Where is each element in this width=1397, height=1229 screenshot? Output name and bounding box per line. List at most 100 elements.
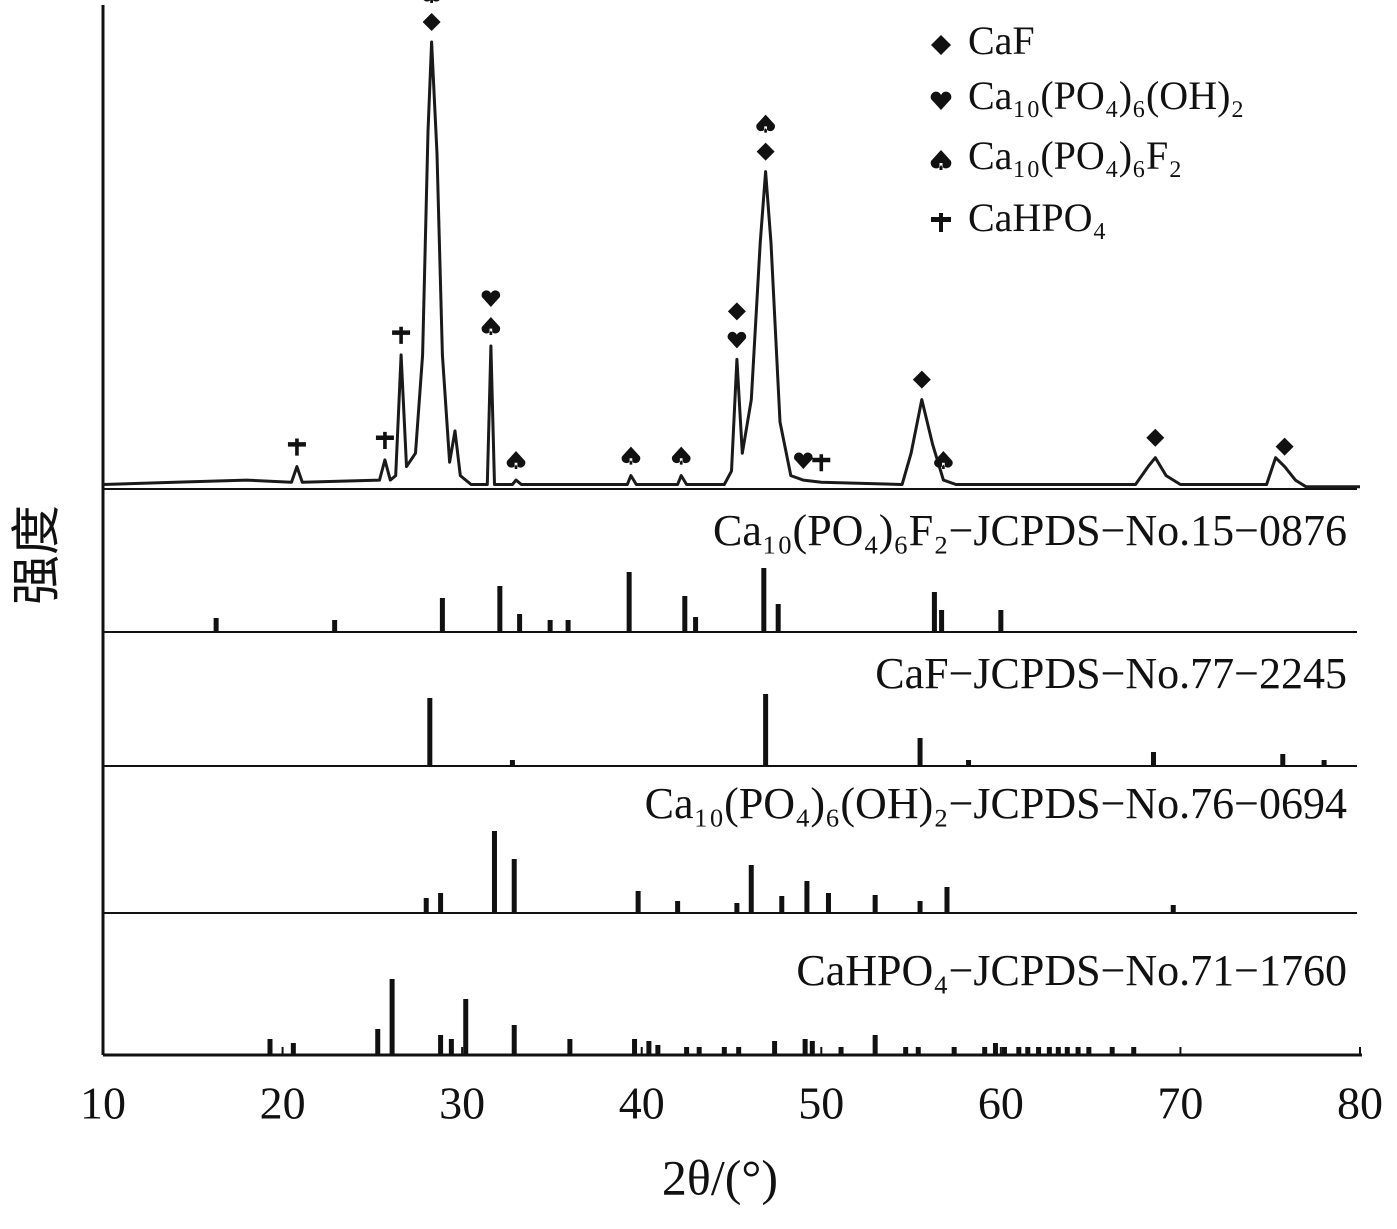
x-tick-label: 50	[798, 1078, 844, 1129]
peak-marker	[793, 452, 813, 470]
reference-stick	[389, 979, 395, 1055]
legend-label: Ca₁₀(PO₄)₆F₂	[968, 133, 1182, 178]
reference-stick	[992, 1043, 998, 1055]
reference-stick	[375, 1029, 381, 1055]
reference-stick	[509, 760, 515, 766]
reference-stick	[1075, 1047, 1081, 1055]
reference-title: Ca₁₀(PO₄)₆F₂−JCPDS−No.15−0876	[713, 506, 1347, 555]
reference-stick	[427, 698, 433, 766]
reference-stick	[944, 887, 950, 913]
reference-stick	[547, 620, 553, 632]
x-tick-label: 30	[439, 1078, 485, 1129]
reference-stick	[998, 610, 1004, 632]
x-tick-label: 20	[260, 1078, 306, 1129]
peak-marker	[621, 446, 641, 465]
reference-stick	[734, 903, 740, 913]
reference-stick	[1109, 1047, 1115, 1055]
legend-marker	[931, 35, 951, 55]
reference-stick	[872, 895, 878, 913]
legend-label: Ca₁₀(PO₄)₆(OH)₂	[968, 73, 1244, 118]
reference-stick	[626, 572, 632, 632]
reference-stick	[290, 1043, 296, 1055]
legend-label: CaHPO₄	[968, 195, 1106, 240]
x-tick-label: 70	[1157, 1078, 1203, 1129]
legend-label: CaF	[968, 18, 1035, 63]
reference-stick	[423, 898, 429, 913]
reference-stick	[1150, 752, 1156, 766]
reference-stick	[632, 1039, 638, 1055]
reference-stick	[931, 592, 937, 632]
peak-marker	[481, 316, 501, 335]
reference-stick	[1064, 1047, 1070, 1055]
reference-stick	[779, 896, 785, 913]
x-tick-label: 40	[619, 1078, 665, 1129]
peak-marker	[812, 454, 831, 472]
peak-marker	[671, 446, 691, 465]
peak-marker	[756, 114, 775, 133]
reference-stick	[1280, 754, 1286, 766]
peak-marker	[727, 331, 747, 349]
reference-stick	[1016, 1047, 1022, 1055]
reference-stick	[1131, 1047, 1137, 1055]
reference-stick	[438, 893, 444, 913]
reference-stick	[1046, 1047, 1052, 1055]
reference-stick	[511, 1025, 517, 1055]
reference-stick	[684, 1047, 690, 1055]
reference-stick	[267, 1039, 273, 1055]
reference-stick	[917, 901, 923, 913]
reference-stick	[903, 1047, 909, 1055]
legend-marker	[930, 91, 952, 110]
peak-marker	[506, 451, 526, 470]
peak-marker	[287, 438, 306, 456]
peak-marker	[375, 431, 394, 449]
reference-stick	[951, 1047, 957, 1055]
reference-stick	[802, 1039, 808, 1055]
peak-marker	[1146, 428, 1165, 447]
reference-stick	[838, 1047, 844, 1055]
reference-stick	[1055, 1047, 1061, 1055]
reference-stick	[438, 1035, 444, 1055]
legend-marker	[931, 213, 951, 232]
peak-marker	[392, 326, 411, 344]
reference-stick	[439, 598, 445, 632]
xrd-line	[102, 40, 1360, 489]
reference-stick	[1086, 1047, 1092, 1055]
reference-stick	[497, 586, 503, 632]
reference-stick	[772, 1041, 778, 1055]
reference-stick	[872, 1035, 878, 1055]
x-tick-label: 10	[80, 1078, 126, 1129]
reference-stick	[775, 604, 781, 632]
reference-stick	[736, 1047, 742, 1055]
reference-stick	[646, 1041, 652, 1055]
reference-stick	[463, 999, 469, 1055]
reference-stick	[1170, 905, 1176, 913]
reference-stick	[1025, 1047, 1031, 1055]
reference-stick	[982, 1047, 988, 1055]
reference-stick	[213, 618, 219, 632]
reference-stick	[682, 596, 688, 632]
reference-stick	[809, 1041, 815, 1055]
reference-stick	[332, 620, 338, 632]
x-axis-label: 2θ/(°)	[662, 1149, 778, 1205]
peak-marker	[934, 451, 953, 470]
reference-stick	[511, 859, 517, 913]
reference-stick	[804, 881, 810, 913]
legend-marker	[930, 150, 952, 170]
reference-stick	[635, 891, 641, 913]
peak-marker	[727, 302, 746, 321]
peak-marker	[1275, 437, 1294, 456]
x-tick-label: 80	[1337, 1078, 1383, 1129]
reference-stick	[517, 614, 523, 632]
reference-stick	[721, 1047, 727, 1055]
reference-stick	[491, 831, 497, 913]
reference-stick	[763, 694, 769, 766]
reference-stick	[675, 901, 681, 913]
reference-stick	[693, 617, 699, 632]
y-axis-label: 强度	[8, 505, 66, 605]
reference-stick	[448, 1039, 454, 1055]
reference-stick	[761, 568, 767, 632]
peak-marker	[756, 142, 775, 161]
reference-title: CaF−JCPDS−No.77−2245	[875, 649, 1347, 698]
x-tick-label: 60	[978, 1078, 1024, 1129]
reference-stick	[825, 893, 831, 913]
